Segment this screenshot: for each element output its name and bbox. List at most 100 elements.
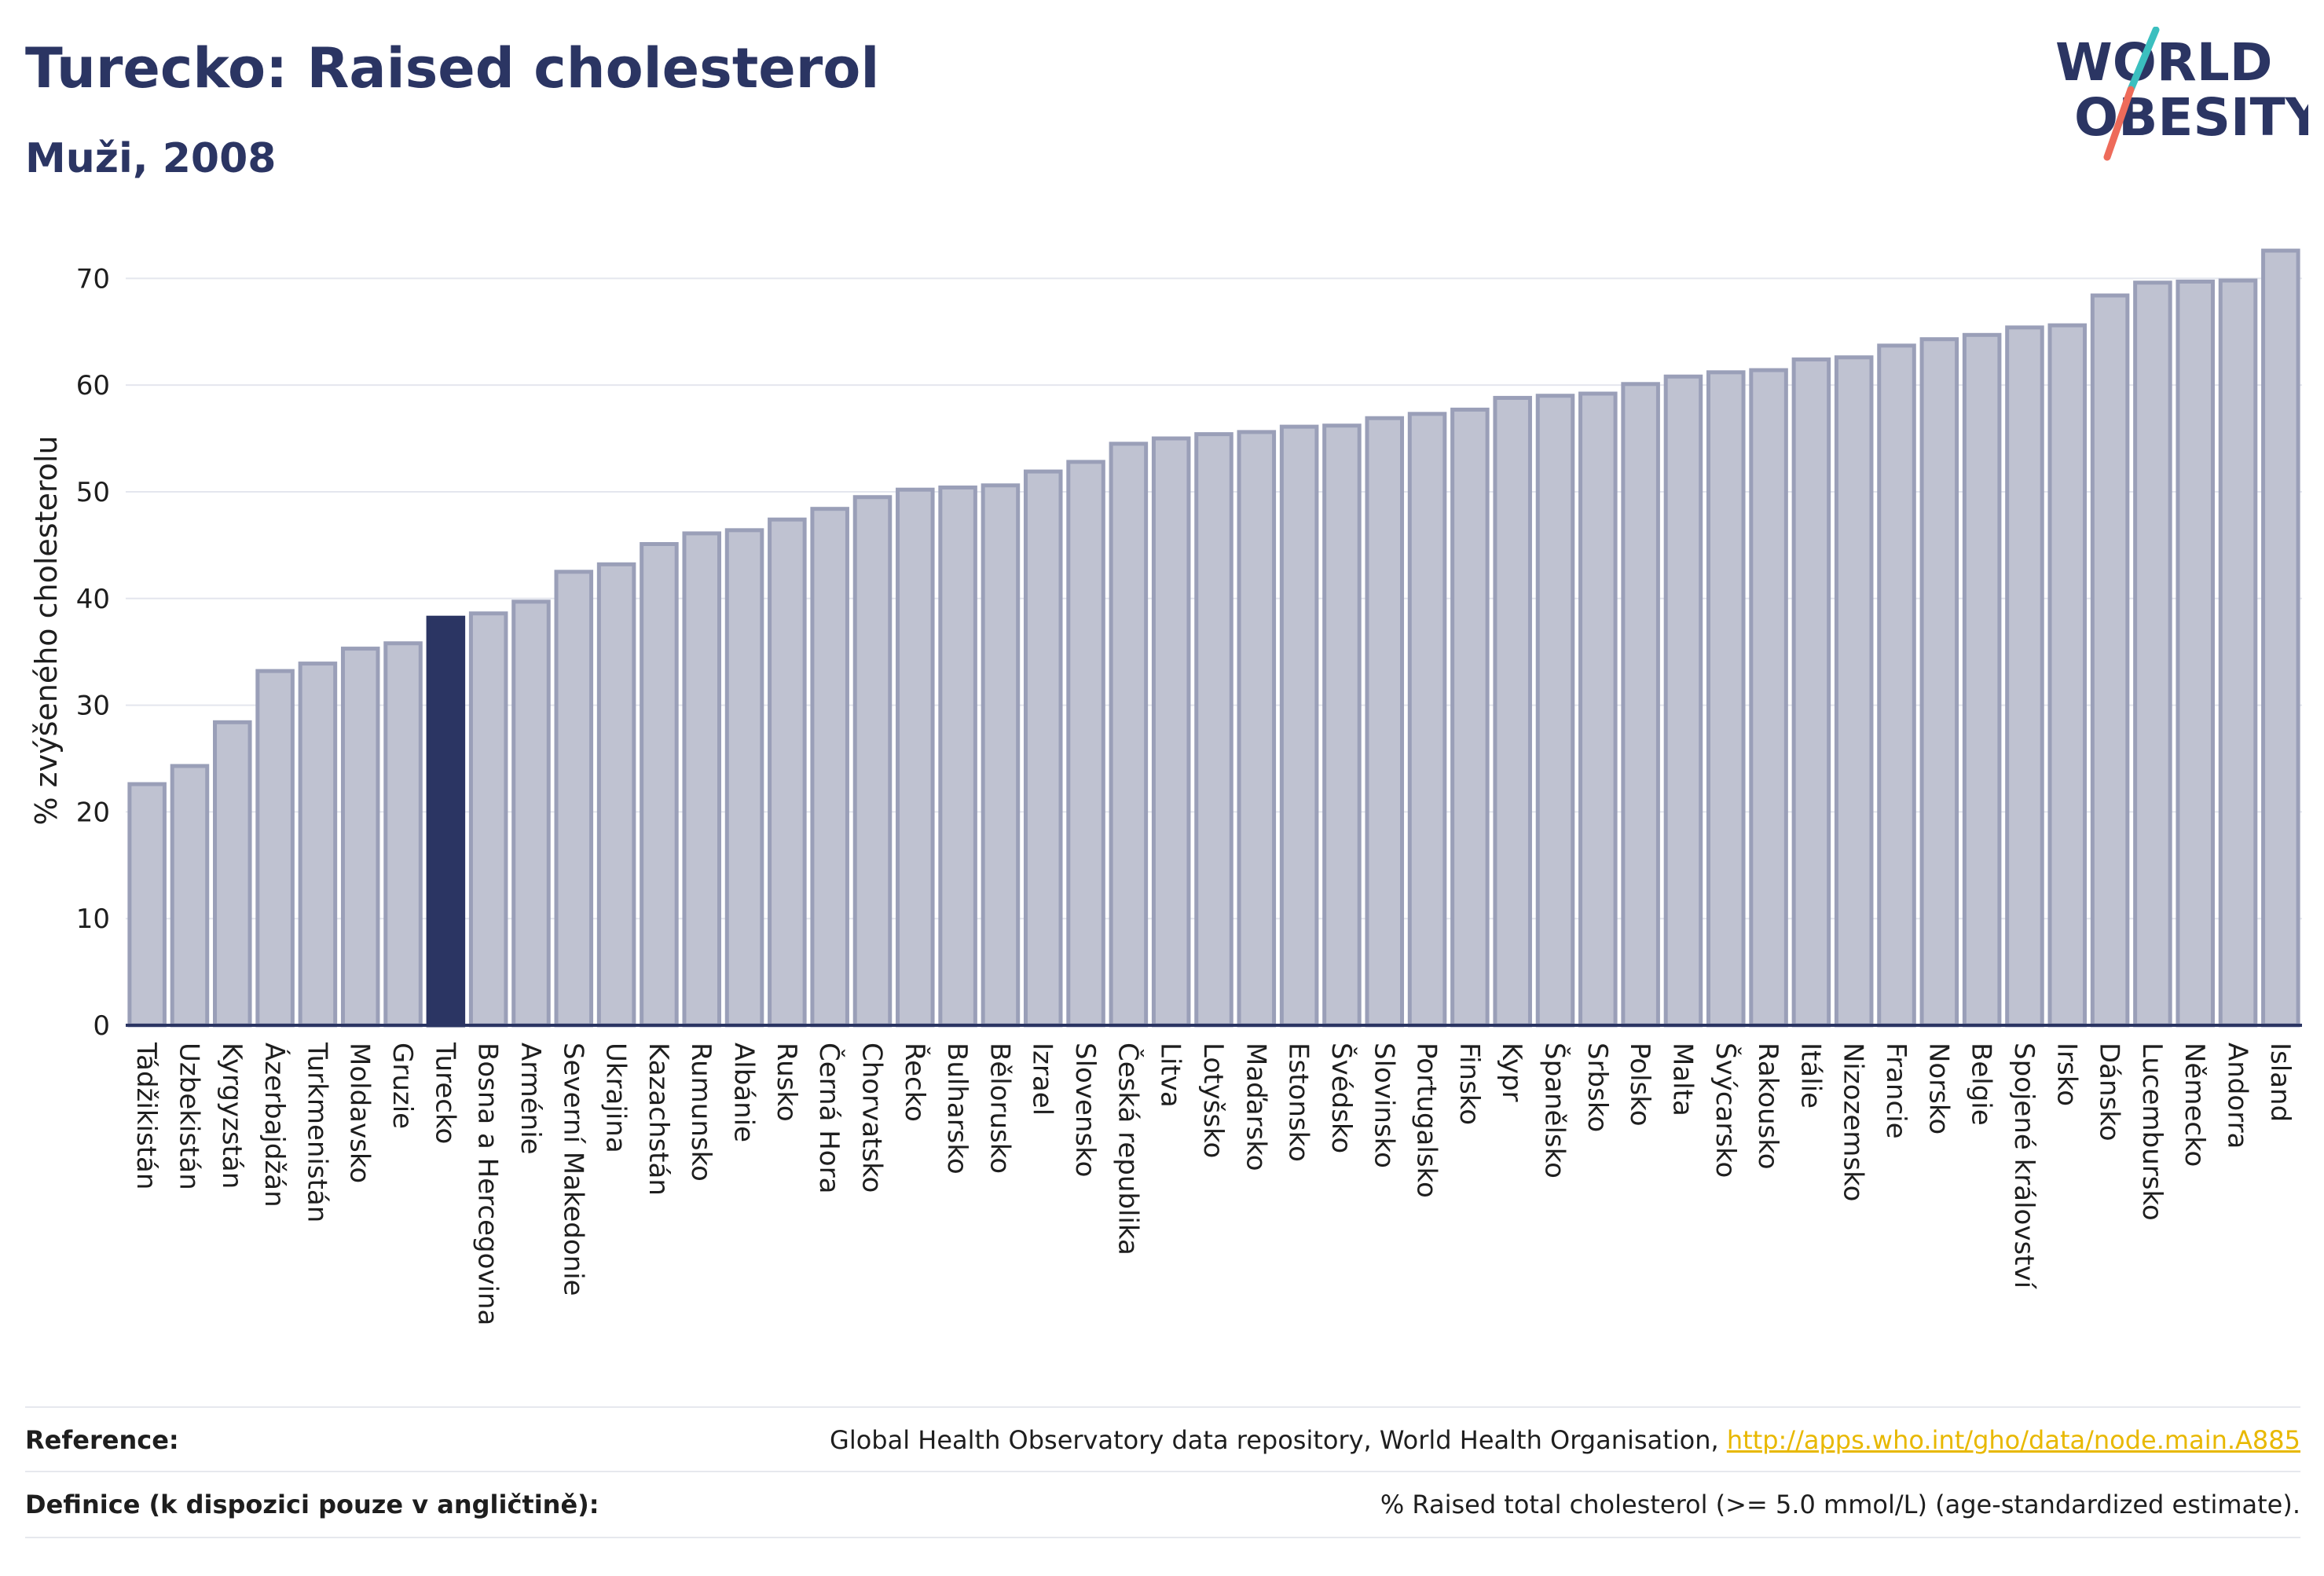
bar (724, 528, 764, 1028)
logo-slash-teal (2127, 27, 2160, 93)
logo-slash-coral (2103, 86, 2135, 161)
x-tick-label: Norsko (1923, 1043, 1954, 1134)
x-tick-label: Rakousko (1752, 1043, 1783, 1170)
bar (2047, 323, 2088, 1028)
x-tick-label: Tádžikistán (130, 1042, 162, 1189)
x-tick-label: Belgie (1966, 1043, 1997, 1126)
bar-chart: 0 10 20 30 40 50 60 70 % zvýšeného cholesterolu T… (29, 248, 2302, 1325)
x-tick-label: Rumunsko (685, 1043, 717, 1182)
x-tick-label: Ukrajina (600, 1043, 632, 1153)
bar (1365, 416, 1405, 1028)
x-tick-label: Černá Hora (813, 1043, 845, 1193)
x-tick-label: Dánsko (2094, 1043, 2125, 1142)
x-tick-label: Itálie (1794, 1043, 1826, 1109)
x-tick-label: Rusko (771, 1043, 802, 1122)
bar (938, 486, 977, 1028)
bar (1919, 337, 1959, 1028)
x-tick-label: Estonsko (1283, 1043, 1314, 1162)
x-tick-label: Bulharsko (941, 1043, 973, 1175)
bar (768, 517, 807, 1028)
bar (1066, 460, 1105, 1028)
x-tick-label: Polsko (1624, 1043, 1655, 1127)
x-tick-label: Turkmenistán (301, 1042, 332, 1222)
x-tick-label: Arménie (515, 1043, 546, 1155)
bar (1322, 423, 1362, 1028)
x-tick-label: Gruzie (387, 1043, 418, 1129)
bar (1450, 407, 1490, 1028)
bar (682, 531, 722, 1028)
bar (1663, 374, 1703, 1028)
bar (2261, 248, 2300, 1028)
x-tick-label: Bělorusko (984, 1043, 1015, 1174)
bar (340, 647, 380, 1028)
x-tick-label: Izrael (1027, 1043, 1058, 1116)
bar (298, 662, 338, 1028)
x-tick-label: Kypr (1496, 1043, 1527, 1102)
x-tick-label: Ázerbajdžán (258, 1043, 291, 1208)
bar (511, 599, 551, 1028)
y-tick-label: 0 (93, 1010, 110, 1042)
x-tick-label: Finsko (1453, 1043, 1485, 1125)
x-tick-label: Turecko (429, 1042, 460, 1144)
bar (1749, 368, 1788, 1028)
bar (1834, 355, 1874, 1028)
x-tick-label: Švédsko (1325, 1043, 1358, 1153)
bar (852, 495, 893, 1028)
x-tick-label: Andorra (2222, 1043, 2253, 1149)
bar (1535, 394, 1575, 1028)
bar (1877, 343, 1916, 1028)
y-tick-label: 50 (76, 477, 110, 508)
bar (1493, 395, 1532, 1028)
y-axis-label: % zvýšeného cholesterolu (29, 435, 64, 825)
x-tick-label: Kyrgyzstán (216, 1043, 247, 1189)
bar (1151, 436, 1191, 1028)
chart-title: Turecko: Raised cholesterol (25, 36, 880, 101)
x-tick-label: Nizozemsko (1838, 1043, 1869, 1201)
y-tick-label: 30 (76, 691, 110, 722)
bar (2090, 293, 2130, 1028)
bar (1109, 442, 1149, 1028)
reference-text: Global Health Observatory data repositor… (830, 1425, 1719, 1455)
bar (213, 720, 252, 1028)
reference-label: Reference: (25, 1425, 179, 1455)
bar (554, 570, 594, 1028)
y-tick-label: 60 (76, 370, 110, 401)
x-tick-label: Francie (1880, 1043, 1912, 1139)
definition-label: Definice (k dispozici pouze v angličtině… (25, 1490, 599, 1519)
bar (1706, 370, 1746, 1028)
bar (1578, 391, 1618, 1028)
x-tick-label: Slovinsko (1368, 1043, 1399, 1168)
x-tick-label: Uzbekistán (173, 1043, 204, 1190)
x-tick-label: Moldavsko (344, 1043, 376, 1183)
x-tick-label: Irsko (2051, 1043, 2082, 1106)
bar (170, 764, 210, 1028)
bar (255, 669, 295, 1028)
x-tick-label: Španělsko (1539, 1043, 1571, 1178)
bar (383, 641, 423, 1028)
x-tick-label: Kazachstán (643, 1043, 674, 1196)
x-tick-label: Spojené království (2008, 1043, 2040, 1290)
bar (468, 611, 508, 1028)
x-tick-label: Portugalsko (1411, 1043, 1442, 1198)
x-tick-label: Švýcarsko (1710, 1043, 1742, 1178)
x-tick-label: Island (2264, 1043, 2296, 1122)
x-tick-label: Lucembursko (2136, 1043, 2168, 1221)
bar (2005, 325, 2044, 1028)
bar (127, 782, 167, 1028)
y-tick-label: 40 (76, 584, 110, 615)
x-tick-label: Malta (1666, 1043, 1698, 1116)
bar (1023, 469, 1063, 1028)
x-tick-label: Severní Makedonie (557, 1043, 588, 1296)
bar (1279, 424, 1319, 1028)
reference-link[interactable]: http://apps.who.int/gho/data/node.main.A… (1726, 1425, 2300, 1455)
bar (2133, 280, 2172, 1028)
reference-source: Global Health Observatory data repositor… (830, 1425, 2300, 1455)
logo-line1: WORLD (2055, 32, 2273, 93)
bar (1407, 412, 1447, 1028)
x-tick-label: Albánie (728, 1043, 760, 1142)
y-tick-label: 70 (76, 263, 110, 295)
x-tick-label: Německo (2179, 1043, 2210, 1167)
bar (2218, 278, 2258, 1028)
bar (810, 507, 849, 1028)
definition-row: Definice (k dispozici pouze v angličtině… (25, 1471, 2300, 1538)
